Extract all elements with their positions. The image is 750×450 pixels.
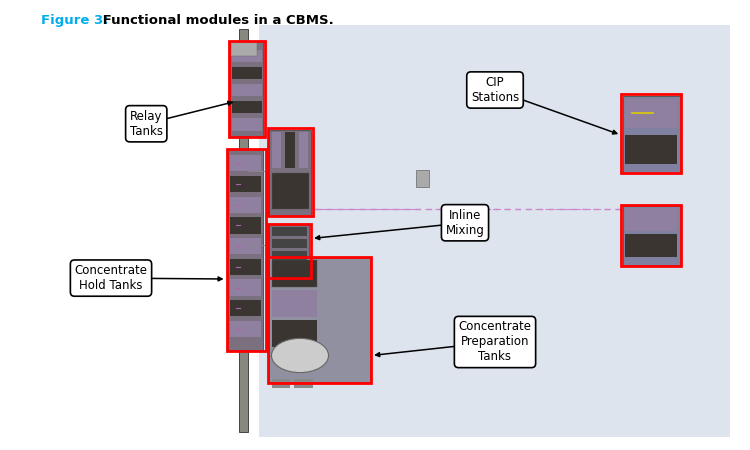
Bar — [232, 101, 262, 113]
Bar — [285, 132, 295, 168]
Bar — [230, 321, 261, 337]
Bar — [268, 128, 313, 216]
Bar — [269, 130, 311, 216]
Text: Relay
Tanks: Relay Tanks — [130, 110, 163, 138]
Bar — [272, 132, 281, 168]
Bar — [231, 42, 257, 56]
Bar — [230, 279, 261, 296]
Bar — [625, 208, 676, 231]
Bar — [230, 259, 261, 275]
Bar — [230, 300, 261, 316]
Text: Concentrate
Hold Tanks: Concentrate Hold Tanks — [74, 264, 148, 292]
Bar — [230, 238, 261, 254]
Bar — [228, 149, 262, 350]
Text: CIP
Stations: CIP Stations — [471, 76, 519, 104]
Text: Concentrate
Preparation
Tanks: Concentrate Preparation Tanks — [458, 320, 532, 364]
Bar — [416, 170, 429, 187]
Bar — [268, 224, 310, 278]
Bar — [621, 94, 681, 173]
Bar — [232, 118, 262, 130]
Bar — [269, 258, 370, 382]
Bar — [625, 135, 676, 164]
Text: Figure 3:: Figure 3: — [41, 14, 109, 27]
Bar — [622, 96, 680, 173]
Bar — [272, 239, 307, 248]
Bar — [229, 40, 265, 137]
Bar — [272, 262, 307, 271]
Bar — [272, 260, 316, 287]
Bar — [232, 50, 262, 62]
Text: Functional modules in a CBMS.: Functional modules in a CBMS. — [98, 14, 334, 27]
Bar — [625, 99, 676, 128]
Bar — [621, 205, 681, 266]
Bar — [230, 217, 261, 234]
Bar — [294, 379, 313, 388]
Bar — [238, 29, 248, 432]
Bar — [622, 206, 680, 265]
Bar — [298, 132, 308, 168]
Bar — [272, 173, 309, 209]
Bar — [272, 320, 316, 347]
Bar — [226, 148, 266, 351]
Bar — [272, 251, 307, 260]
Bar — [272, 290, 316, 317]
Text: Inline
Mixing: Inline Mixing — [446, 209, 485, 237]
Bar — [272, 379, 290, 388]
Bar — [268, 256, 371, 382]
Circle shape — [272, 338, 328, 373]
Bar — [230, 41, 263, 136]
Bar — [230, 197, 261, 213]
Bar — [232, 67, 262, 79]
Bar — [625, 234, 676, 257]
Bar — [230, 176, 261, 192]
Bar — [230, 155, 261, 171]
Bar — [259, 25, 730, 436]
Bar — [269, 225, 309, 277]
Bar — [272, 227, 307, 236]
Bar — [232, 84, 262, 96]
